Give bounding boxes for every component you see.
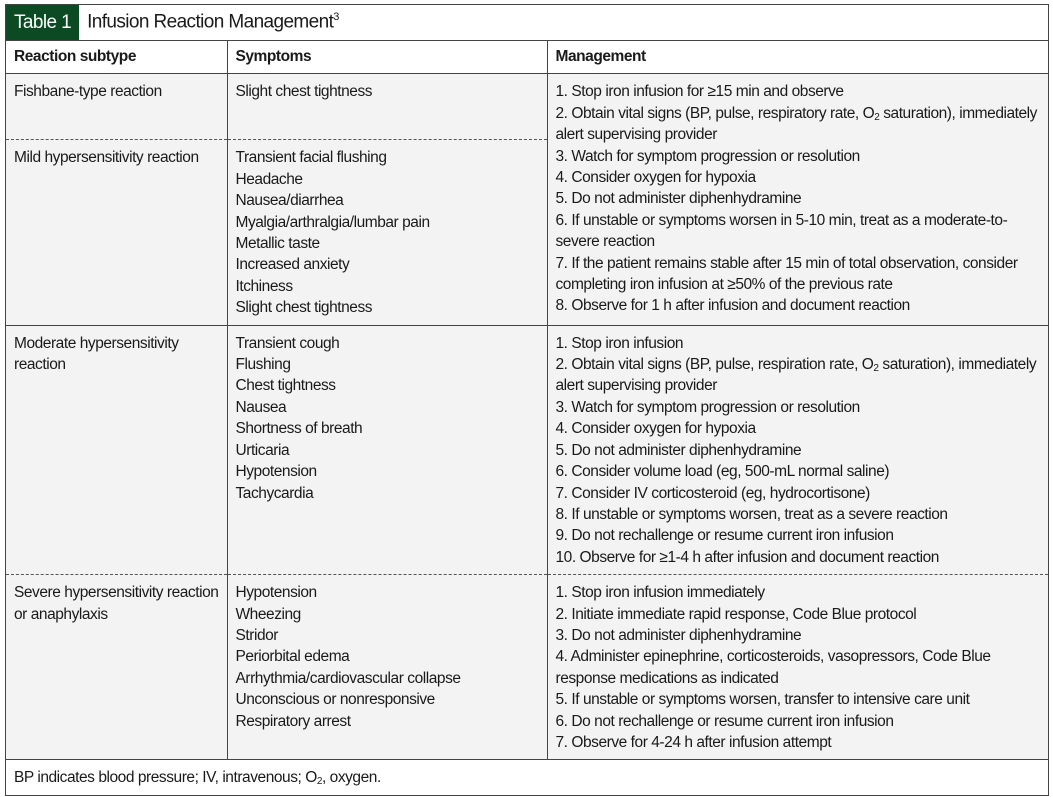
- cell-line: Severe hypersensitivity reaction: [14, 584, 219, 602]
- cell-line: Metallic taste: [235, 235, 321, 253]
- cell-line: Mild hypersensitivity reaction: [14, 149, 199, 167]
- cell-line: Tachycardia: [235, 484, 314, 502]
- symptoms-cell: Slight chest tightness: [226, 73, 547, 141]
- footnote: BP indicates blood pressure; IV, intrave…: [6, 760, 1048, 796]
- cell-line: Transient facial flushing: [235, 149, 387, 167]
- cell-line: Itchiness: [235, 277, 294, 295]
- cell-line: severe reaction: [555, 233, 656, 251]
- cell-line: Respiratory arrest: [235, 712, 352, 730]
- cell-line: Increased anxiety: [235, 256, 350, 274]
- cell-line: 4. Consider oxygen for hypoxia: [555, 420, 757, 438]
- symptoms-cell: Hypotension Wheezing Stridor Periorbital ed…: [226, 574, 547, 761]
- cell-line: Unconscious or nonresponsive: [235, 691, 436, 709]
- cell-line: 10. Observe for ≥1-4 h after infusion an…: [555, 548, 940, 566]
- symptoms-cell: Transient cough Flushing Chest tightness Na…: [226, 325, 547, 576]
- cell-line: 8. Observe for 1 h after infusion and do…: [555, 297, 911, 315]
- cell-line: 6. If unstable or symptoms worsen in 5-1…: [555, 211, 1008, 229]
- cell-line: 2. Obtain vital signs (BP, pulse, respir…: [555, 356, 1037, 375]
- table-row: Fishbane-type reaction Slight chest tigh…: [6, 73, 1048, 326]
- cell-line: 6. Consider volume load (eg, 500-mL norm…: [555, 463, 890, 481]
- table-title: Infusion Reaction Management3: [79, 11, 339, 33]
- cell-line: alert supervising provider: [555, 377, 718, 395]
- cell-line: 5. Do not administer diphenhydramine: [555, 190, 802, 208]
- subtype-cell: Fishbane-type reaction: [6, 73, 227, 141]
- management-cell: 1. Stop iron infusion for ≥15 min and ob…: [546, 73, 1048, 326]
- cell-line: alert supervising provider: [555, 126, 718, 144]
- cell-line: Wheezing: [235, 605, 302, 623]
- cell-line: 4. Consider oxygen for hypoxia: [555, 169, 757, 187]
- symptoms-cell: Transient facial flushing Headache Nausea/…: [226, 139, 547, 326]
- cell-line: Moderate hypersensitivity: [14, 334, 179, 352]
- cell-line: 1. Stop iron infusion: [555, 334, 684, 352]
- cell-line: Hypotension: [235, 463, 318, 481]
- cell-line: 1. Stop iron infusion immediately: [555, 584, 766, 602]
- table-number: Table 1: [6, 5, 80, 40]
- cell-line: 6. Do not rechallenge or resume current …: [555, 712, 894, 730]
- cell-line: Nausea/diarrhea: [235, 192, 344, 210]
- cell-line: 2. Obtain vital signs (BP, pulse, respir…: [555, 104, 1038, 123]
- cell-line: 7. Consider IV corticosteroid (eg, hydro…: [555, 484, 871, 502]
- header-symptoms: Symptoms: [226, 41, 547, 75]
- table-row: Mild hypersensitivity reaction Transient…: [6, 139, 1048, 326]
- cell-line: 3. Watch for symptom progression or reso…: [555, 147, 861, 165]
- table-row: Moderate hypersensitivity reaction Transi…: [6, 325, 1048, 576]
- management-cell: 1. Stop iron infusion immediately 2. Init…: [546, 574, 1048, 761]
- cell-line: Shortness of breath: [235, 420, 363, 438]
- header-management: Management: [546, 41, 1048, 75]
- cell-line: 3. Watch for symptom progression or reso…: [555, 398, 861, 416]
- table: Reaction subtype Symptoms Management Fis…: [6, 41, 1048, 761]
- cell-line: 1. Stop iron infusion for ≥15 min and ob…: [555, 83, 845, 101]
- infusion-reaction-table: Table 1 Infusion Reaction Management3 Re…: [5, 4, 1049, 797]
- cell-line: Arrhythmia/cardiovascular collapse: [235, 669, 462, 687]
- cell-line: 3. Do not administer diphenhydramine: [555, 626, 802, 644]
- cell-line: 2. Initiate immediate rapid response, Co…: [555, 605, 917, 623]
- header-reaction-subtype: Reaction subtype: [6, 41, 227, 75]
- cell-line: Chest tightness: [235, 377, 337, 395]
- cell-line: 7. Observe for 4-24 h after infusion att…: [555, 733, 832, 751]
- cell-line: 9. Do not rechallenge or resume current …: [555, 527, 894, 545]
- reference-superscript: 3: [333, 11, 339, 24]
- cell-line: Flushing: [235, 356, 291, 374]
- cell-line: response medications as indicated: [555, 669, 779, 687]
- cell-line: Urticaria: [235, 441, 290, 459]
- table-title-bar: Table 1 Infusion Reaction Management3: [6, 5, 1048, 41]
- cell-line: or anaphylaxis: [14, 605, 108, 623]
- subtype-cell: Severe hypersensitivity reaction or anaph…: [6, 574, 227, 761]
- subtype-cell: Mild hypersensitivity reaction: [6, 139, 227, 326]
- cell-line: 5. Do not administer diphenhydramine: [555, 441, 802, 459]
- table-row: Severe hypersensitivity reaction or anaph…: [6, 574, 1048, 761]
- cell-line: reaction: [14, 356, 66, 374]
- subtype-cell: Moderate hypersensitivity reaction: [6, 325, 227, 576]
- cell-line: Nausea: [235, 398, 287, 416]
- management-cell: 1. Stop iron infusion 2. Obtain vital sig…: [546, 325, 1048, 576]
- cell-line: 8. If unstable or symptoms worsen, treat…: [555, 505, 949, 523]
- cell-line: Slight chest tightness: [235, 83, 373, 101]
- cell-line: Stridor: [235, 626, 279, 644]
- cell-line: Fishbane-type reaction: [14, 83, 162, 101]
- cell-line: Myalgia/arthralgia/lumbar pain: [235, 213, 431, 231]
- cell-line: 5. If unstable or symptoms worsen, trans…: [555, 691, 970, 709]
- cell-line: completing iron infusion at ≥50% of the …: [555, 276, 894, 294]
- header-row: Reaction subtype Symptoms Management: [6, 41, 1048, 75]
- table-title-text: Infusion Reaction Management: [87, 11, 334, 33]
- cell-line: Headache: [235, 170, 304, 188]
- cell-line: Hypotension: [235, 584, 318, 602]
- cell-line: 4. Administer epinephrine, corticosteroi…: [555, 648, 992, 666]
- cell-line: 7. If the patient remains stable after 1…: [555, 254, 1019, 272]
- cell-line: Slight chest tightness: [235, 299, 373, 317]
- cell-line: Transient cough: [235, 334, 340, 352]
- cell-line: Periorbital edema: [235, 648, 350, 666]
